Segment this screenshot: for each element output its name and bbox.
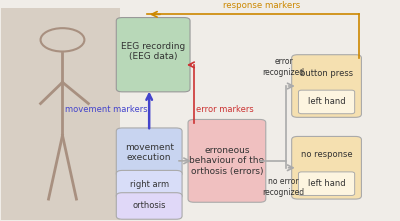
FancyBboxPatch shape xyxy=(292,136,362,199)
Text: left hand: left hand xyxy=(308,179,345,188)
Text: erroneous
behaviour of the
orthosis (errors): erroneous behaviour of the orthosis (err… xyxy=(189,146,264,176)
Text: error markers: error markers xyxy=(196,105,254,114)
Text: right arm: right arm xyxy=(130,180,169,189)
FancyBboxPatch shape xyxy=(116,128,182,177)
Text: response markers: response markers xyxy=(222,1,300,10)
FancyBboxPatch shape xyxy=(298,90,355,114)
FancyBboxPatch shape xyxy=(188,120,266,202)
Text: orthosis: orthosis xyxy=(132,202,166,210)
FancyBboxPatch shape xyxy=(116,193,182,219)
FancyBboxPatch shape xyxy=(116,17,190,92)
Text: movement
execution: movement execution xyxy=(125,143,174,162)
FancyBboxPatch shape xyxy=(116,170,182,199)
Text: button press: button press xyxy=(300,69,353,78)
FancyBboxPatch shape xyxy=(298,172,355,195)
FancyBboxPatch shape xyxy=(292,55,362,117)
FancyBboxPatch shape xyxy=(1,8,120,220)
Text: EEG recording
(EEG data): EEG recording (EEG data) xyxy=(121,42,185,61)
Text: no error
recognized: no error recognized xyxy=(263,177,305,196)
Text: movement markers: movement markers xyxy=(64,105,147,114)
Text: no response: no response xyxy=(301,150,352,159)
Text: error
recognized: error recognized xyxy=(263,57,305,77)
Text: left hand: left hand xyxy=(308,97,345,107)
